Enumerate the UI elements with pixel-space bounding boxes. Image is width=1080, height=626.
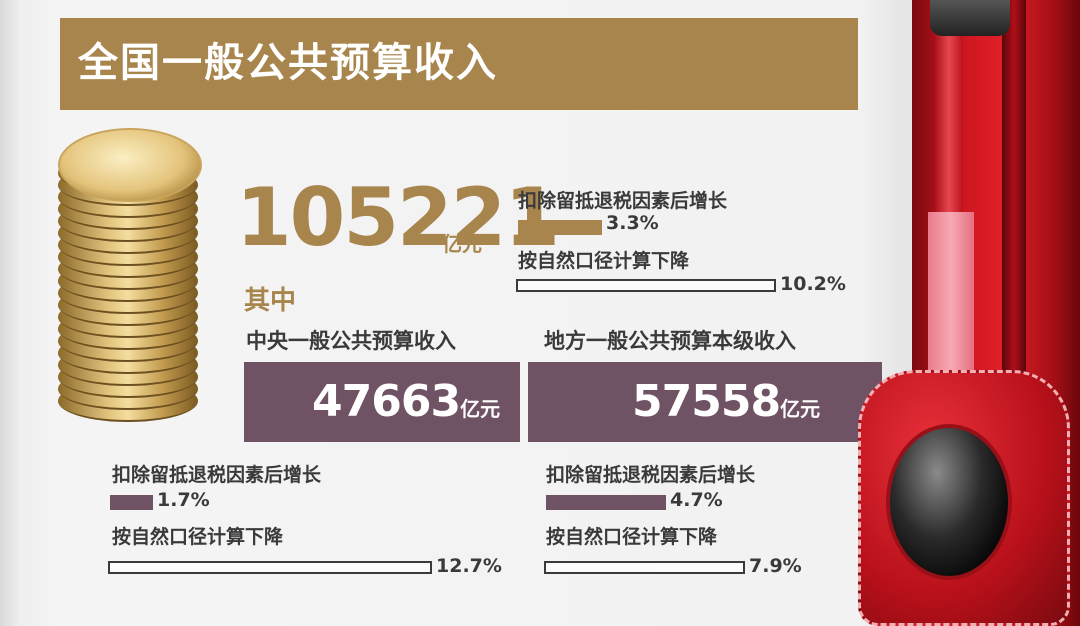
purse-pink-panel <box>928 212 974 382</box>
local-growth-value: 4.7% <box>670 489 723 511</box>
central-unit: 亿元 <box>460 397 501 421</box>
local-value: 57558 <box>632 376 781 427</box>
total-revenue-unit: 亿元 <box>442 232 482 256</box>
total-decline-value: 10.2% <box>780 273 846 295</box>
central-growth-value: 1.7% <box>157 489 210 511</box>
local-value-group: 57558亿元 <box>632 380 820 424</box>
central-growth-label: 扣除留抵退税因素后增长 <box>112 464 322 486</box>
total-growth-value: 3.3% <box>606 212 659 234</box>
total-growth-bar <box>518 220 602 235</box>
total-growth-label: 扣除留抵退税因素后增长 <box>518 190 728 212</box>
central-title: 中央一般公共预算收入 <box>246 329 456 353</box>
purse-top-corner <box>930 0 1010 36</box>
central-decline-label: 按自然口径计算下降 <box>112 526 284 548</box>
local-growth-label: 扣除留抵退税因素后增长 <box>546 464 756 486</box>
central-value-box <box>244 362 520 442</box>
total-decline-bar <box>516 279 776 292</box>
local-unit: 亿元 <box>780 397 821 421</box>
total-revenue-value: 105221 <box>236 171 560 264</box>
page-title: 全国一般公共预算收入 <box>78 40 498 86</box>
local-title: 地方一般公共预算本级收入 <box>544 329 796 353</box>
central-value-group: 47663亿元 <box>312 380 500 424</box>
central-decline-value: 12.7% <box>436 555 502 577</box>
local-decline-value: 7.9% <box>749 555 802 577</box>
purse-clasp-knob-icon <box>886 424 1012 580</box>
central-value: 47663 <box>312 376 461 427</box>
local-decline-label: 按自然口径计算下降 <box>546 526 718 548</box>
local-decline-bar <box>544 561 745 574</box>
total-decline-label: 按自然口径计算下降 <box>518 250 690 272</box>
local-value-box <box>528 362 882 442</box>
coin-stack-icon <box>48 128 210 428</box>
local-growth-bar <box>546 495 666 510</box>
central-decline-bar <box>108 561 432 574</box>
of-which-label: 其中 <box>244 286 297 316</box>
title-bar <box>60 18 858 110</box>
central-growth-bar <box>110 495 153 510</box>
